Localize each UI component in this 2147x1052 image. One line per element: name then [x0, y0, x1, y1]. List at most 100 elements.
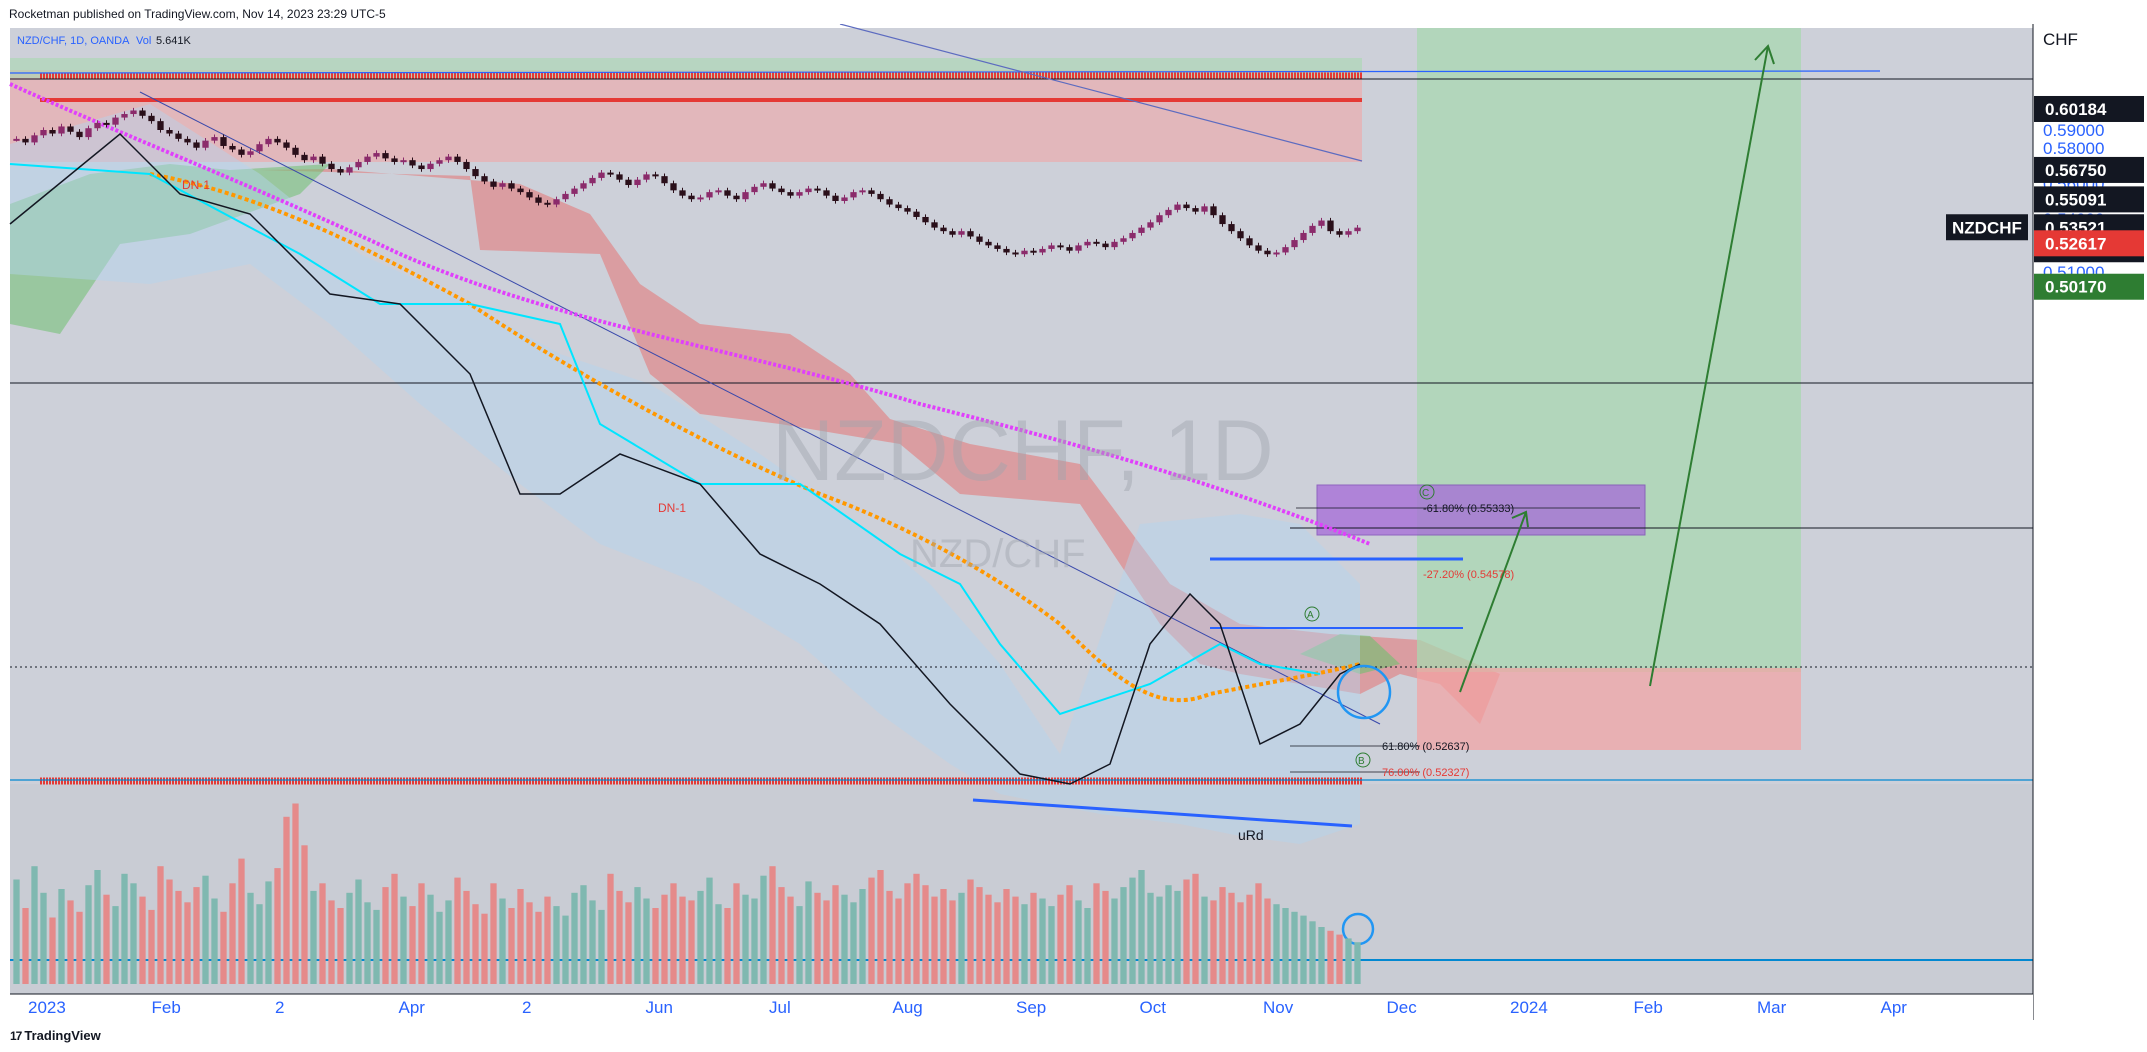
pattern-label-b: B — [1355, 752, 1371, 768]
candle-body — [94, 122, 101, 129]
volume-bar — [904, 883, 911, 984]
volume-bar — [715, 904, 722, 984]
kijun-orange — [149, 172, 1361, 703]
volume-bar — [787, 896, 794, 984]
candle-body — [742, 192, 749, 200]
volume-bar — [1309, 921, 1316, 984]
candle-body — [1354, 227, 1361, 232]
volume-bar — [1237, 902, 1244, 984]
candle-body — [1111, 241, 1118, 248]
text-layer: NZDCHF, 1D NZD/CHF uRd DN-1 DN-1 -61.80%… — [182, 178, 1514, 843]
volume-bar — [652, 908, 659, 984]
volume-bar — [1291, 911, 1298, 984]
candle-body — [751, 186, 758, 193]
price-tag-bg — [2034, 186, 2144, 213]
candle-body — [535, 197, 542, 203]
volume-bar — [976, 887, 983, 984]
volume-bar — [418, 883, 425, 984]
x-tick-label: 2024 — [1510, 998, 1548, 1017]
volume-bar — [274, 868, 281, 984]
volume-bar — [265, 881, 272, 984]
volume-bar — [94, 870, 101, 984]
candle-body — [166, 130, 173, 134]
candle-body — [1165, 209, 1172, 216]
candle-body — [319, 156, 326, 164]
volume-bar — [1156, 896, 1163, 984]
candle-body — [391, 158, 398, 162]
publisher-header: Rocketman published on TradingView.com, … — [0, 0, 2147, 24]
price-tag-text: 0.52617 — [2045, 234, 2106, 253]
candle-body — [1183, 204, 1190, 209]
candle-body — [1102, 243, 1109, 248]
dn-label-2: DN-1 — [182, 178, 210, 192]
x-tick-label: Apr — [1881, 998, 1908, 1017]
volume-bar — [148, 909, 155, 984]
trendline-long — [839, 23, 1363, 162]
candle-body — [607, 172, 614, 175]
volume-bar — [391, 873, 398, 984]
volume-bar — [1102, 890, 1109, 984]
x-tick-label: Feb — [1634, 998, 1663, 1017]
volume-bar — [1273, 904, 1280, 984]
volume-bar — [193, 887, 200, 984]
volume-bar — [751, 898, 758, 984]
candle-body — [904, 208, 911, 212]
candle-body — [265, 138, 272, 145]
volume-bar — [535, 911, 542, 984]
volume-bar — [616, 890, 623, 984]
candle-body — [1021, 250, 1028, 255]
price-labels-layer: 0.601840.567500.55091NZDCHF0.5352117:30:… — [1946, 95, 2144, 300]
y-tick-label: 0.59000 — [2043, 121, 2104, 140]
candle-body — [112, 117, 119, 125]
candle-body — [517, 188, 524, 193]
candle-body — [1255, 245, 1262, 251]
ma-magenta-dotted — [9, 82, 1371, 546]
candle-body — [184, 138, 191, 143]
volume-bar — [1003, 889, 1010, 984]
volume-bar — [931, 896, 938, 984]
volume-bar — [346, 892, 353, 984]
candle-body — [157, 121, 164, 130]
candle-body — [337, 169, 344, 173]
volume-bar — [1246, 894, 1253, 984]
volume-bar — [544, 896, 551, 984]
volume-bar — [1111, 898, 1118, 984]
volume-bar — [13, 879, 20, 984]
candle-body — [940, 227, 947, 232]
candle-body — [679, 190, 686, 196]
volume-bar — [373, 909, 380, 984]
volume-bar — [661, 894, 668, 984]
ichimoku-cloud-green-right — [1300, 634, 1400, 674]
trendline-low — [972, 798, 1353, 828]
tradingview-logo-icon: 17 — [10, 1028, 22, 1043]
candle-body — [49, 130, 56, 134]
volume-bar — [580, 885, 587, 984]
volume-bar — [697, 890, 704, 984]
symbol-legend[interactable]: NZD/CHF, 1D, OANDA Vol 5.641K — [17, 35, 192, 47]
volume-bar — [76, 911, 83, 984]
candle-body — [310, 156, 317, 161]
volume-bar — [1120, 887, 1127, 984]
symbol-tag-bg — [1946, 214, 2028, 241]
volume-bar — [238, 858, 245, 984]
volume-bar — [625, 902, 632, 984]
candle-body — [769, 183, 776, 189]
volume-bar — [211, 898, 218, 984]
volume-bar — [679, 896, 686, 984]
candle-body — [994, 245, 1001, 249]
volume-bar — [1075, 900, 1082, 984]
price-chart[interactable]: NZDCHF, 1D NZD/CHF uRd DN-1 DN-1 -61.80%… — [0, 23, 2147, 1020]
volume-bar — [1129, 877, 1136, 984]
candle-body — [427, 163, 434, 170]
time-axis[interactable] — [0, 994, 2033, 1020]
volume-bar — [400, 896, 407, 984]
volume-bar — [742, 894, 749, 984]
volume-bar — [1219, 887, 1226, 984]
volume-bar — [247, 892, 254, 984]
volume-bar — [22, 908, 29, 984]
chart-area[interactable]: NZDCHF, 1D NZD/CHF uRd DN-1 DN-1 -61.80%… — [0, 23, 2147, 1020]
candle-body — [814, 188, 821, 191]
candle-body — [121, 114, 128, 118]
tradingview-logo[interactable]: 17 TradingView — [10, 1028, 101, 1043]
candle-body — [544, 202, 551, 205]
